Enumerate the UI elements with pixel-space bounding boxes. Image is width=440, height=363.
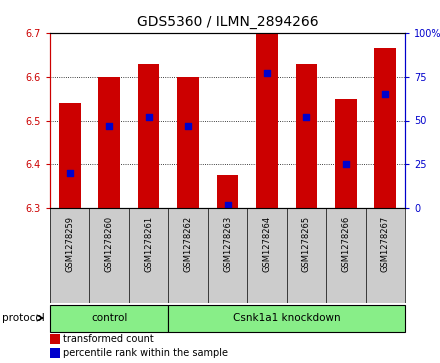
Point <box>106 123 113 129</box>
Text: GSM1278267: GSM1278267 <box>381 216 390 272</box>
Title: GDS5360 / ILMN_2894266: GDS5360 / ILMN_2894266 <box>137 15 318 29</box>
Bar <box>98 77 120 208</box>
Text: GSM1278260: GSM1278260 <box>105 216 114 272</box>
Bar <box>256 33 278 208</box>
Text: Csnk1a1 knockdown: Csnk1a1 knockdown <box>233 313 341 323</box>
Point <box>145 114 152 120</box>
Text: control: control <box>91 313 127 323</box>
FancyBboxPatch shape <box>50 305 169 331</box>
Text: GSM1278266: GSM1278266 <box>341 216 350 272</box>
Point <box>66 170 73 176</box>
Text: percentile rank within the sample: percentile rank within the sample <box>63 348 228 358</box>
Point <box>303 114 310 120</box>
Text: GSM1278259: GSM1278259 <box>65 216 74 272</box>
Bar <box>177 77 199 208</box>
Text: GSM1278263: GSM1278263 <box>223 216 232 272</box>
Text: GSM1278262: GSM1278262 <box>183 216 193 272</box>
Point <box>224 201 231 207</box>
Text: GSM1278264: GSM1278264 <box>262 216 271 272</box>
Text: protocol: protocol <box>2 313 45 323</box>
Bar <box>216 175 238 208</box>
Text: GSM1278265: GSM1278265 <box>302 216 311 272</box>
Bar <box>59 103 81 208</box>
Point <box>264 70 271 76</box>
Bar <box>296 64 317 208</box>
Text: transformed count: transformed count <box>63 334 154 344</box>
Point <box>382 91 389 97</box>
Point <box>342 161 349 167</box>
Bar <box>335 99 357 208</box>
Point <box>184 123 191 129</box>
Bar <box>374 48 396 208</box>
FancyBboxPatch shape <box>169 305 405 331</box>
Text: GSM1278261: GSM1278261 <box>144 216 153 272</box>
Bar <box>138 64 159 208</box>
